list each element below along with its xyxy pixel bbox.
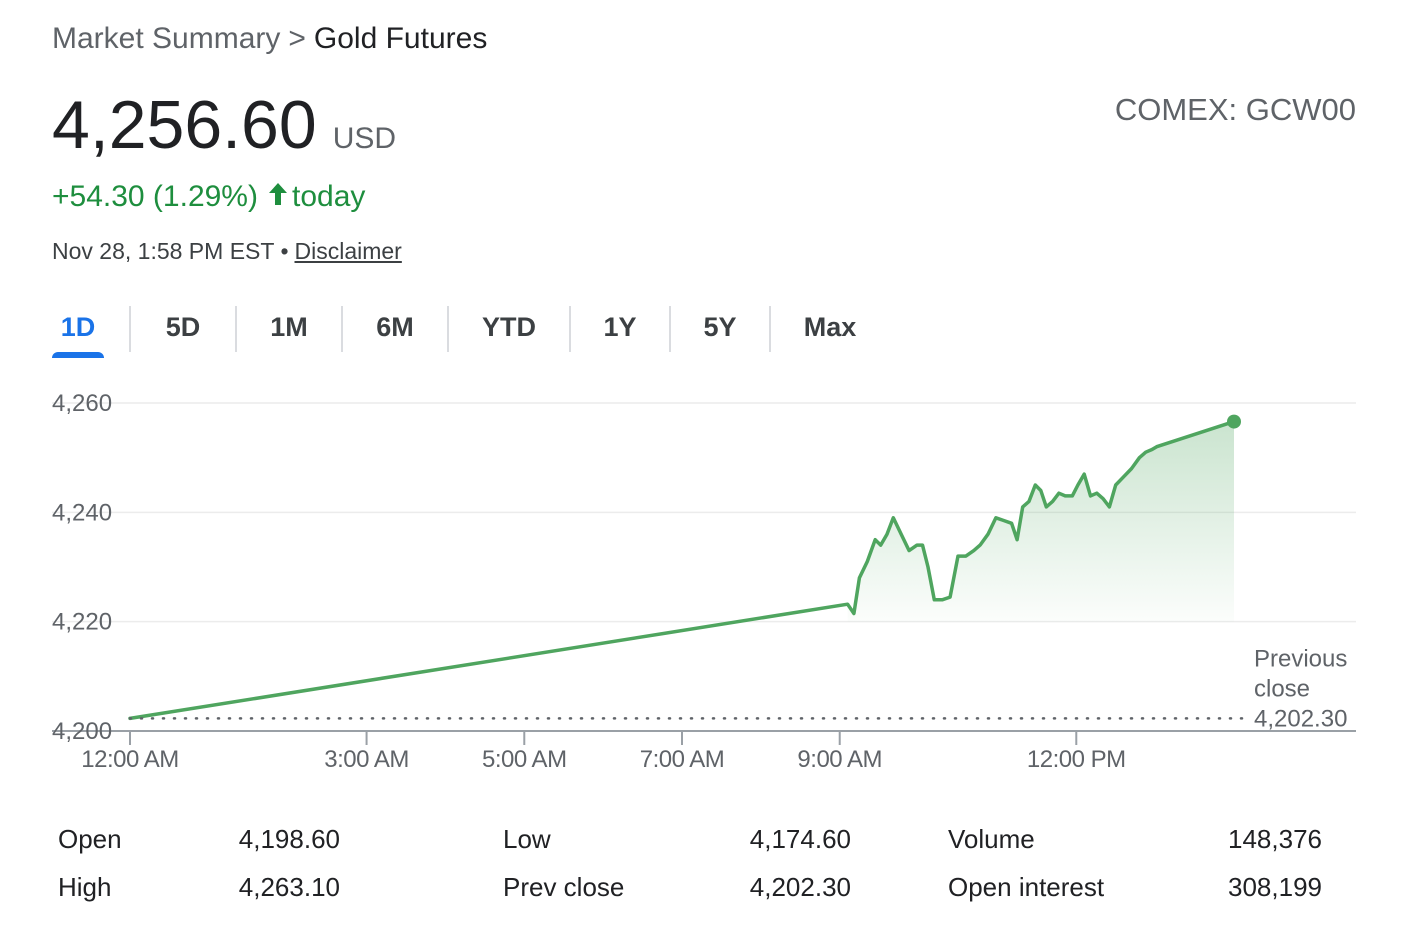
breadcrumb-separator: > [288, 22, 306, 55]
previous-close-label: Previous [1254, 645, 1347, 672]
tab-1y[interactable]: 1Y [603, 312, 637, 342]
stat-high-value: 4,263.10 [238, 872, 340, 902]
stat-volume-value: 148,376 [1228, 824, 1322, 854]
currency-label: USD [332, 122, 397, 155]
tab-divider [341, 306, 343, 352]
arrow-up-icon [268, 180, 288, 214]
price-line [128, 419, 1236, 721]
stat-open-interest-value: 308,199 [1228, 872, 1322, 902]
timestamp-row: Nov 28, 1:58 PM EST • Disclaimer [52, 238, 402, 265]
timestamp-separator: • [280, 238, 289, 264]
tab-5y[interactable]: 5Y [703, 312, 737, 342]
x-tick-label: 7:00 AM [640, 746, 725, 773]
tab-1d[interactable]: 1D [52, 302, 104, 358]
breadcrumb-current: Gold Futures [313, 22, 488, 55]
change-value: +54.30 (1.29%) [52, 180, 258, 213]
price-area-fill [847, 421, 1234, 622]
y-tick-label: 4,240 [52, 499, 112, 526]
change-suffix: today [291, 180, 366, 213]
stat-low-value: 4,174.60 [749, 824, 851, 854]
tab-divider [129, 306, 131, 352]
tab-divider [235, 306, 237, 352]
tab-divider [669, 306, 671, 352]
price-chart[interactable]: 4,200 4,220 4,240 4,260 12:00 AM 3:00 AM 5:00 … [0, 380, 1402, 790]
stat-high-label: High [58, 872, 112, 902]
tab-divider [769, 306, 771, 352]
x-tick-label: 12:00 AM [81, 746, 178, 773]
range-tabs: 1D 5D 1M 6M YTD 1Y 5Y Max [52, 302, 889, 358]
last-price-marker [1227, 414, 1241, 429]
tab-1m[interactable]: 1M [270, 312, 308, 342]
price-row: 4,256.60 USD [52, 86, 396, 164]
x-tick-label: 5:00 AM [482, 746, 567, 773]
y-tick-label: 4,200 [52, 718, 112, 745]
stat-low-label: Low [503, 824, 551, 854]
tab-5d[interactable]: 5D [165, 312, 201, 342]
tab-ytd[interactable]: YTD [482, 312, 536, 342]
quote-timestamp: Nov 28, 1:58 PM EST [52, 238, 275, 264]
y-tick-label: 4,260 [52, 390, 112, 417]
x-tick-label: 9:00 AM [797, 746, 882, 773]
stat-open-value: 4,198.60 [238, 824, 340, 854]
x-tick-label: 3:00 AM [324, 746, 409, 773]
stat-open-label: Open [58, 824, 122, 854]
previous-close-label: close [1254, 675, 1310, 702]
y-tick-label: 4,220 [52, 609, 112, 636]
x-tick-label: 12:00 PM [1027, 746, 1126, 773]
tab-6m[interactable]: 6M [376, 312, 414, 342]
stat-prev-close-value: 4,202.30 [749, 872, 851, 902]
previous-close-value: 4,202.30 [1254, 705, 1347, 732]
price-change: +54.30 (1.29%) today [52, 180, 365, 214]
stat-prev-close-label: Prev close [503, 872, 625, 902]
stat-open-interest-label: Open interest [948, 872, 1105, 902]
breadcrumb: Market Summary > Gold Futures [52, 22, 487, 56]
breadcrumb-root-link[interactable]: Market Summary [52, 22, 281, 55]
disclaimer-link[interactable]: Disclaimer [294, 238, 402, 264]
exchange-symbol: COMEX: GCW00 [1114, 92, 1356, 127]
current-price: 4,256.60 [52, 87, 317, 163]
tab-divider [569, 306, 571, 352]
tab-divider [447, 306, 449, 352]
tab-max[interactable]: Max [803, 312, 857, 342]
stat-volume-label: Volume [948, 824, 1035, 854]
stats-table: Open 4,198.60 High 4,263.10 Low 4,174.60… [0, 814, 1402, 924]
